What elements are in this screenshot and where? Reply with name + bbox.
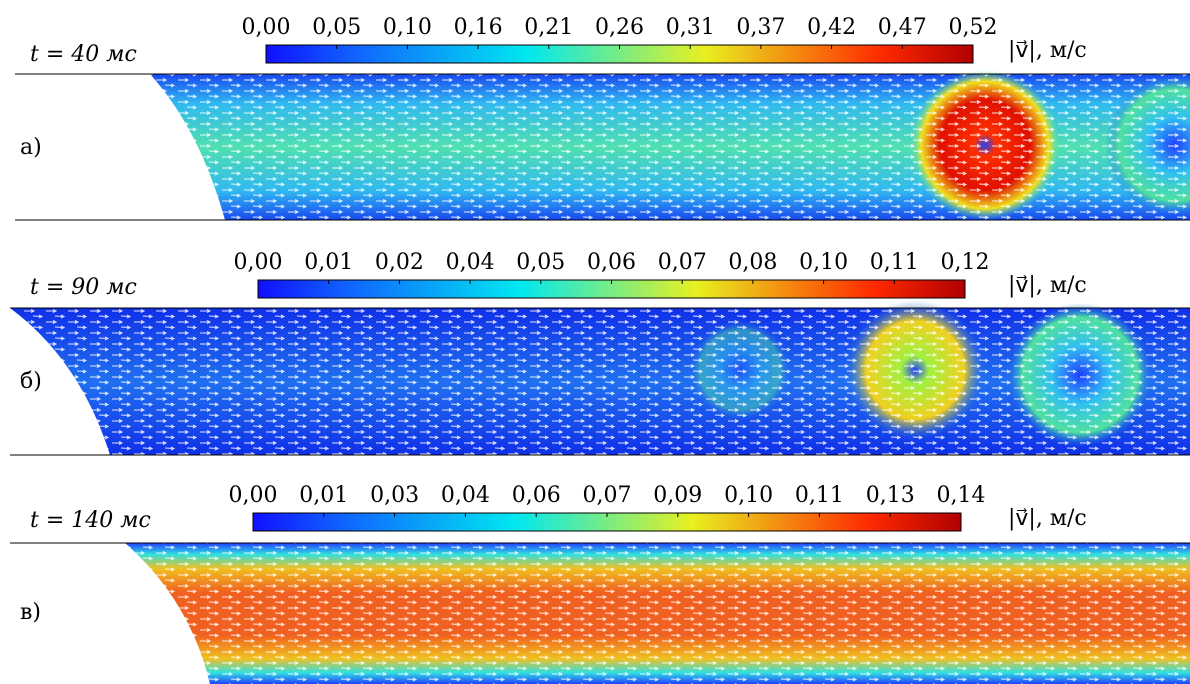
colorbar-tick-label: 0,10 bbox=[799, 250, 848, 275]
colorbar-tick-label: 0,16 bbox=[454, 15, 503, 40]
colorbar-unit: |v⃗|, м/с bbox=[1008, 273, 1087, 298]
panel-letter: б) bbox=[20, 369, 42, 394]
colorbar-tick-label: 0,00 bbox=[229, 483, 278, 508]
colorbar-tick-label: 0,01 bbox=[304, 250, 353, 275]
colorbar-unit: |v⃗|, м/с bbox=[1008, 506, 1087, 531]
colorbar-tick-label: 0,42 bbox=[807, 15, 856, 40]
field-c bbox=[0, 542, 1190, 684]
colorbar-tick-label: 0,04 bbox=[446, 250, 495, 275]
field-a bbox=[0, 70, 1190, 221]
colorbar-tick-label: 0,06 bbox=[587, 250, 636, 275]
colorbar-tick-label: 0,37 bbox=[736, 15, 785, 40]
colorbar-tick-label: 0,52 bbox=[949, 15, 998, 40]
colorbar-tick-label: 0,00 bbox=[242, 15, 291, 40]
panel-letter: а) bbox=[20, 135, 42, 160]
colorbar-unit: |v⃗|, м/с bbox=[1008, 38, 1087, 63]
colorbar-tick-label: 0,21 bbox=[524, 15, 573, 40]
colorbar-tick-label: 0,07 bbox=[658, 250, 707, 275]
colorbar-tick-label: 0,05 bbox=[312, 15, 361, 40]
colorbar-tick-label: 0,09 bbox=[653, 483, 702, 508]
colorbar-tick-label: 0,08 bbox=[728, 250, 777, 275]
colorbar-tick-label: 0,31 bbox=[666, 15, 715, 40]
colorbar-tick-label: 0,11 bbox=[870, 250, 919, 275]
colorbar-tick-label: 0,05 bbox=[516, 250, 565, 275]
colorbar-tick-label: 0,13 bbox=[866, 483, 915, 508]
colorbar-tick-label: 0,04 bbox=[441, 483, 490, 508]
colorbar-tick-label: 0,06 bbox=[512, 483, 561, 508]
time-label: t = 140 мс bbox=[30, 508, 151, 533]
colorbar-tick-label: 0,02 bbox=[375, 250, 424, 275]
colorbar-tick-label: 0,47 bbox=[878, 15, 927, 40]
colorbar-tick-label: 0,07 bbox=[583, 483, 632, 508]
colorbar-tick-label: 0,01 bbox=[299, 483, 348, 508]
time-label: t = 40 мс bbox=[30, 42, 137, 67]
panel-letter: в) bbox=[20, 600, 41, 625]
colorbar-tick-label: 0,12 bbox=[941, 250, 990, 275]
colorbar-tick-label: 0,00 bbox=[234, 250, 283, 275]
time-label: t = 90 мс bbox=[30, 275, 137, 300]
colorbar-tick-label: 0,10 bbox=[383, 15, 432, 40]
colorbar-tick-label: 0,03 bbox=[370, 483, 419, 508]
colorbar-tick-label: 0,11 bbox=[795, 483, 844, 508]
colorbar-tick-label: 0,10 bbox=[724, 483, 773, 508]
colorbar-tick-label: 0,26 bbox=[595, 15, 644, 40]
colorbar-tick-label: 0,14 bbox=[937, 483, 986, 508]
field-b bbox=[0, 300, 1190, 456]
